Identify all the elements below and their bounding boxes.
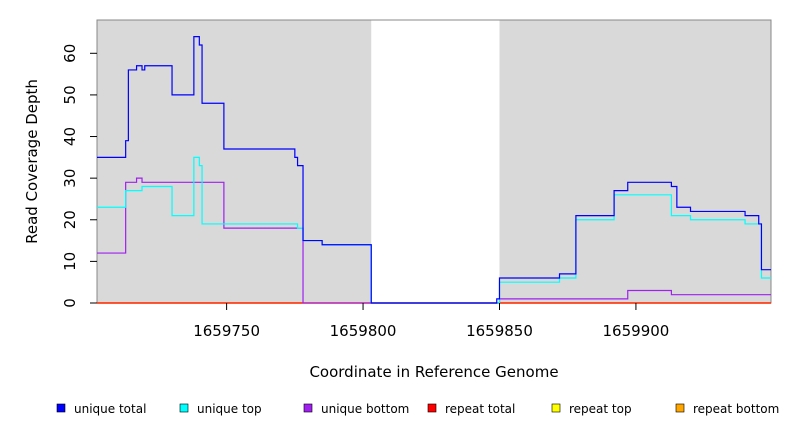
- series-lines: [97, 36, 771, 304]
- legend-swatch: [675, 403, 685, 413]
- y-tick-label: 60: [61, 44, 79, 63]
- shaded-regions: [97, 20, 771, 303]
- legend-item-unique-bottom: unique bottom: [303, 402, 409, 416]
- y-tick-label: 0: [61, 298, 79, 308]
- y-tick-label: 40: [61, 127, 79, 146]
- legend: unique total unique top unique bottom repea…: [56, 402, 779, 416]
- legend-swatch: [303, 403, 313, 413]
- legend-swatch: [551, 403, 561, 413]
- x-axis: 1659750 1659800 1659850 1659900: [193, 303, 669, 340]
- shaded-region-1: [499, 20, 771, 303]
- x-axis-title: Coordinate in Reference Genome: [309, 363, 558, 381]
- series-line-unique-bottom: [97, 177, 771, 304]
- y-tick-label: 50: [61, 85, 79, 104]
- legend-swatch: [56, 403, 66, 413]
- x-tick-label: 1659750: [193, 322, 260, 340]
- y-tick-label: 30: [61, 169, 79, 188]
- legend-item-unique-top: unique top: [179, 402, 262, 416]
- legend-swatch: [427, 403, 437, 413]
- y-axis-title: Read Coverage Depth: [23, 79, 41, 244]
- legend-label: unique total: [74, 402, 146, 416]
- legend-item-repeat-bottom: repeat bottom: [675, 402, 779, 416]
- legend-item-repeat-top: repeat top: [551, 402, 632, 416]
- legend-item-repeat-total: repeat total: [427, 402, 515, 416]
- y-tick-label: 20: [61, 210, 79, 229]
- x-tick-label: 1659850: [466, 322, 533, 340]
- legend-swatch: [179, 403, 189, 413]
- legend-label: repeat top: [569, 402, 632, 416]
- x-tick-label: 1659800: [330, 322, 397, 340]
- y-axis: 0 10 20 30 40 50 60: [61, 44, 97, 308]
- x-tick-label: 1659900: [603, 322, 670, 340]
- y-tick-label: 10: [61, 252, 79, 271]
- series-line-unique-total: [97, 36, 771, 304]
- legend-label: unique top: [197, 402, 262, 416]
- legend-item-unique-total: unique total: [56, 402, 146, 416]
- shaded-region-0: [97, 20, 372, 303]
- legend-label: repeat bottom: [693, 402, 779, 416]
- legend-label: unique bottom: [321, 402, 409, 416]
- legend-label: repeat total: [445, 402, 515, 416]
